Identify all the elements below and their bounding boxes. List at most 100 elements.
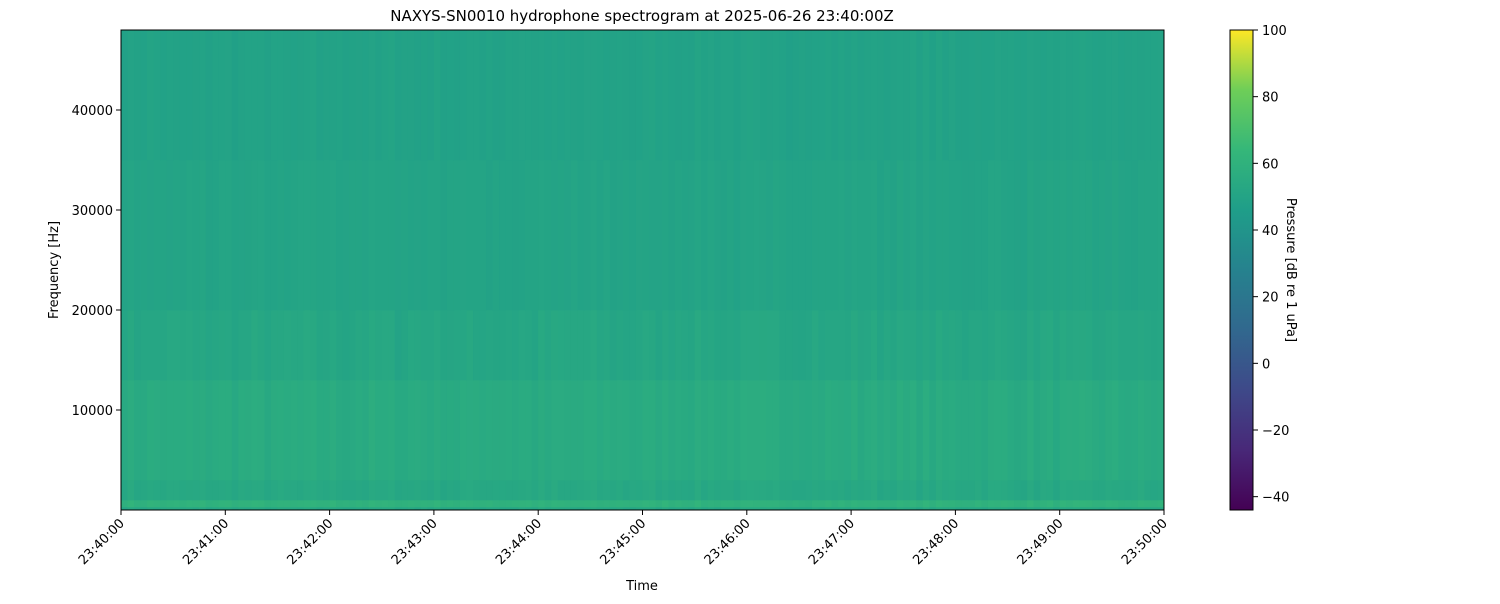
spectrogram-cell — [381, 160, 389, 311]
spectrogram-cell — [968, 30, 976, 161]
spectrogram-cell — [753, 30, 761, 161]
spectrogram-cell — [362, 310, 370, 381]
spectrogram-cell — [694, 480, 702, 501]
spectrogram-cell — [303, 380, 311, 481]
spectrogram-cell — [420, 30, 428, 161]
spectrogram-cell — [896, 507, 904, 510]
colorbar — [1229, 29, 1254, 511]
spectrogram-cell — [903, 480, 911, 501]
spectrogram-cell — [922, 30, 930, 161]
spectrogram-cell — [1118, 480, 1126, 501]
spectrogram-cell — [401, 507, 409, 510]
spectrogram-cell — [1098, 500, 1106, 508]
spectrogram-cell — [238, 30, 246, 161]
y-tick-label: 10000 — [72, 404, 113, 419]
spectrogram-cell — [629, 380, 637, 481]
spectrogram-cell — [342, 380, 350, 481]
spectrogram-cell — [1118, 507, 1126, 510]
spectrogram-cell — [746, 507, 754, 510]
spectrogram-cell — [740, 380, 748, 481]
spectrogram-cell — [903, 160, 911, 311]
spectrogram-cell — [746, 30, 754, 161]
spectrogram-cell — [173, 160, 181, 311]
spectrogram-cell — [283, 480, 292, 501]
spectrogram-cell — [473, 480, 481, 501]
spectrogram-cell — [1046, 380, 1054, 481]
spectrogram-cell — [303, 30, 311, 161]
spectrogram-cell — [1066, 310, 1074, 381]
spectrogram-cell — [1007, 500, 1015, 508]
spectrogram-cell — [557, 30, 565, 161]
spectrogram-cell — [316, 160, 324, 311]
spectrogram-cell — [668, 30, 676, 161]
spectrogram-cell — [864, 160, 872, 311]
spectrogram-cell — [1014, 310, 1022, 381]
spectrogram-cell — [805, 310, 813, 381]
spectrogram-cell — [407, 500, 415, 508]
spectrogram-cell — [134, 30, 142, 161]
spectrogram-cell — [290, 480, 298, 501]
spectrogram-cell — [310, 500, 318, 508]
spectrogram-cell — [290, 160, 298, 311]
spectrogram-cell — [160, 480, 168, 501]
spectrogram-cell — [675, 500, 683, 508]
spectrogram-cell — [355, 160, 363, 311]
spectrogram-cell — [205, 507, 213, 510]
spectrogram-cell — [121, 310, 129, 381]
spectrogram-cell — [459, 480, 468, 501]
x-axis: 23:40:00 23:41:00 23:42:00 23:43:00 23:44:00… — [76, 510, 1171, 568]
spectrogram-cell — [544, 500, 552, 508]
spectrogram-cell — [694, 310, 702, 381]
spectrogram-cell — [733, 30, 741, 161]
spectrogram-cell — [1105, 310, 1113, 381]
spectrogram-cell — [818, 507, 826, 510]
spectrogram-cell — [681, 507, 689, 510]
spectrogram-cell — [179, 500, 187, 508]
spectrogram-cell — [231, 160, 239, 311]
spectrogram-cell — [329, 507, 337, 510]
spectrogram-cell — [512, 480, 520, 501]
spectrogram-cell — [414, 160, 422, 311]
spectrogram-cell — [922, 310, 930, 381]
spectrogram-cell — [564, 480, 572, 501]
spectrogram-cell — [1150, 480, 1159, 501]
spectrogram-cell — [851, 500, 859, 508]
spectrogram-cell — [981, 30, 989, 161]
spectrogram-cell — [310, 380, 318, 481]
spectrogram-cell — [851, 160, 859, 311]
spectrogram-cell — [877, 480, 885, 501]
spectrogram-cell — [231, 380, 239, 481]
spectrogram-cell — [570, 507, 578, 510]
spectrogram-cell — [134, 500, 142, 508]
spectrogram-cell — [303, 507, 311, 510]
spectrogram-cell — [851, 507, 859, 510]
spectrogram-cell — [225, 310, 233, 381]
spectrogram-cell — [948, 480, 956, 501]
spectrogram-cell — [987, 500, 996, 508]
spectrogram-cell — [929, 160, 937, 311]
spectrogram-cell — [1046, 507, 1054, 510]
spectrogram-cell — [290, 507, 298, 510]
spectrogram-cell — [492, 160, 500, 311]
spectrogram-cell — [303, 500, 311, 508]
spectrogram-cell — [909, 380, 917, 481]
spectrogram-cell — [766, 30, 774, 161]
spectrogram-cell — [323, 30, 331, 161]
spectrogram-cell — [531, 30, 539, 161]
spectrogram-cell — [1053, 507, 1061, 510]
spectrogram-cell — [466, 507, 474, 510]
spectrogram-cell — [570, 30, 578, 161]
spectrogram-cell — [961, 30, 970, 161]
spectrogram-cell — [622, 160, 631, 311]
spectrogram-cell — [1079, 500, 1087, 508]
spectrogram-cell — [479, 500, 487, 508]
spectrogram-cell — [257, 480, 266, 501]
spectrogram-cell — [179, 507, 187, 510]
spectrogram-cell — [459, 380, 468, 481]
spectrogram-cell — [818, 500, 826, 508]
spectrogram-cell — [205, 500, 213, 508]
spectrogram-cell — [1079, 507, 1087, 510]
spectrogram-cell — [192, 480, 200, 501]
spectrogram-cell — [1111, 480, 1119, 501]
spectrogram-cell — [1157, 160, 1164, 311]
